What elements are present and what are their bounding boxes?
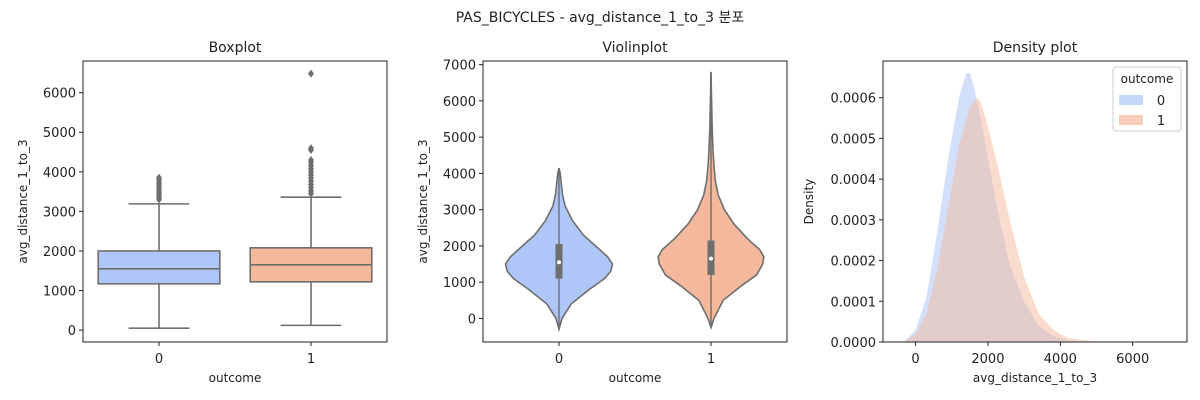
legend-label: 1 xyxy=(1157,114,1165,129)
legend-swatch-1 xyxy=(1119,115,1143,125)
y-tick-label: 0.0003 xyxy=(831,214,877,229)
x-tick-label: 0 xyxy=(911,352,919,367)
y-axis-label: avg_distance_1_to_3 xyxy=(16,139,30,263)
legend-label: 0 xyxy=(1157,94,1165,109)
panel-title: Density plot xyxy=(993,40,1078,56)
x-tick-label: 2000 xyxy=(971,352,1004,367)
outlier-point xyxy=(308,69,314,78)
y-axis-label: Density xyxy=(802,179,816,225)
y-tick-label: 0.0005 xyxy=(831,132,877,147)
outlier-point xyxy=(308,144,314,153)
y-tick-label: 0.0006 xyxy=(831,92,877,107)
outlier-point xyxy=(156,173,162,182)
panel-title: Boxplot xyxy=(209,40,262,56)
panel-title: Violinplot xyxy=(602,40,668,56)
y-tick-label: 0.0000 xyxy=(831,336,877,351)
x-tick-label: 0 xyxy=(155,352,163,367)
y-tick-label: 7000 xyxy=(443,59,476,74)
y-tick-label: 0 xyxy=(468,312,476,327)
y-axis-label: avg_distance_1_to_3 xyxy=(416,139,430,263)
y-tick-label: 2000 xyxy=(443,240,476,255)
axes-frame xyxy=(482,60,788,343)
boxplot-panel: Boxplot outcome avg_distance_1_to_3 0 1000 20… xyxy=(16,40,388,385)
legend: outcome 0 1 xyxy=(1112,66,1182,132)
y-tick-label: 4000 xyxy=(43,166,76,181)
y-tick-label: 5000 xyxy=(43,126,76,141)
x-axis-label: avg_distance_1_to_3 xyxy=(973,371,1097,385)
y-tick-label: 3000 xyxy=(43,205,76,220)
y-tick-label: 0 xyxy=(68,324,76,339)
x-tick-label: 6000 xyxy=(1116,352,1149,367)
density-area-1 xyxy=(904,97,1115,342)
axes-frame xyxy=(882,60,1188,343)
y-tick-label: 1000 xyxy=(443,276,476,291)
violin-median-dot xyxy=(557,260,561,265)
y-tick-label: 2000 xyxy=(43,245,76,260)
legend-swatch-0 xyxy=(1119,95,1143,105)
violinplot-panel: Violinplot outcome avg_distance_1_to_3 0 100… xyxy=(416,40,788,385)
x-tick-label: 1 xyxy=(307,352,315,367)
x-tick-label: 0 xyxy=(555,352,563,367)
y-tick-label: 5000 xyxy=(443,131,476,146)
x-axis-label: outcome xyxy=(609,371,662,385)
y-tick-label: 4000 xyxy=(443,167,476,182)
x-axis-label: outcome xyxy=(209,371,262,385)
violin-median-dot xyxy=(709,256,713,261)
x-tick-label: 1 xyxy=(707,352,715,367)
axes-frame xyxy=(82,60,388,343)
outlier-point xyxy=(308,155,314,164)
density-plot-panel: Density plot avg_distance_1_to_3 Density 0.… xyxy=(802,40,1188,385)
y-tick-label: 0.0002 xyxy=(831,255,877,270)
x-tick-label: 4000 xyxy=(1044,352,1077,367)
y-tick-label: 3000 xyxy=(443,204,476,219)
legend-title: outcome xyxy=(1121,72,1174,86)
y-tick-label: 0.0004 xyxy=(831,173,877,188)
y-tick-label: 1000 xyxy=(43,285,76,300)
figure-title: PAS_BICYCLES - avg_distance_1_to_3 분포 xyxy=(456,10,745,26)
y-tick-label: 6000 xyxy=(43,87,76,102)
box-iqr xyxy=(97,250,221,285)
y-tick-label: 6000 xyxy=(443,95,476,110)
y-tick-label: 0.0001 xyxy=(831,295,877,310)
